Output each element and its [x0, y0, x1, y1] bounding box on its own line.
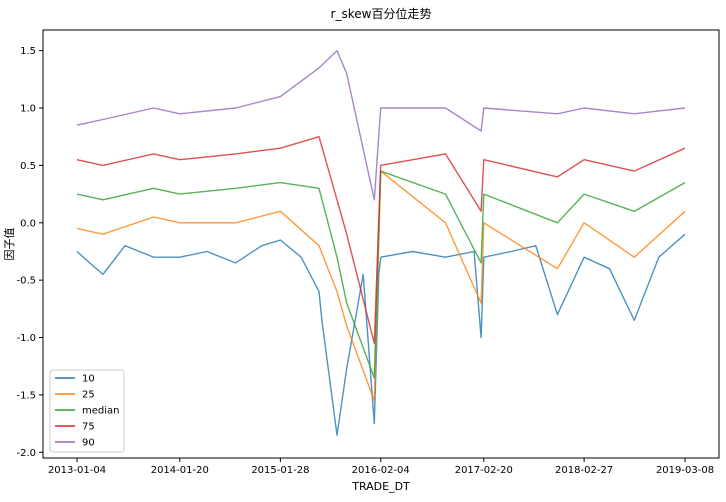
x-axis-label: TRADE_DT: [351, 480, 410, 493]
legend-label-10: 10: [82, 374, 95, 385]
y-tick-label: -0.5: [16, 276, 36, 287]
legend-label-median: median: [82, 406, 120, 417]
y-tick-label: 0.0: [20, 218, 36, 229]
legend: 10 25 median 75 90: [49, 369, 125, 453]
series-line-median: [76, 170, 686, 379]
series-layer: [76, 50, 686, 436]
y-tick-label: 1.5: [20, 46, 36, 57]
x-tick-label: 2017-02-20: [455, 465, 513, 476]
chart-title: r_skew百分位走势: [331, 6, 432, 21]
x-axis: 2013-01-04 2014-01-20 2015-01-28 2016-02-04…: [48, 458, 714, 476]
y-tick-label: 0.5: [20, 161, 36, 172]
x-tick-label: 2014-01-20: [151, 465, 209, 476]
legend-label-90: 90: [82, 438, 95, 449]
y-axis: -2.0 -1.5 -1.0 -0.5 0.0 0.5 1.0 1.5: [16, 46, 43, 459]
y-tick-label: 1.0: [20, 104, 36, 115]
x-tick-label: 2013-01-04: [48, 465, 106, 476]
legend-frame: [49, 369, 125, 453]
y-tick-label: -1.5: [16, 390, 36, 401]
y-axis-label: 因子值: [3, 228, 16, 261]
y-tick-label: -2.0: [16, 448, 36, 459]
series-line-75: [76, 135, 686, 344]
x-tick-label: 2016-02-04: [352, 465, 410, 476]
series-line-25: [76, 170, 686, 402]
legend-label-75: 75: [82, 422, 95, 433]
series-line-10: [76, 233, 686, 436]
legend-label-25: 25: [82, 390, 95, 401]
plot-area: [42, 29, 720, 459]
x-tick-label: 2018-02-27: [555, 465, 613, 476]
y-tick-label: -1.0: [16, 333, 36, 344]
x-tick-label: 2015-01-28: [251, 465, 309, 476]
series-line-90: [76, 50, 686, 201]
x-tick-label: 2019-03-08: [656, 465, 714, 476]
